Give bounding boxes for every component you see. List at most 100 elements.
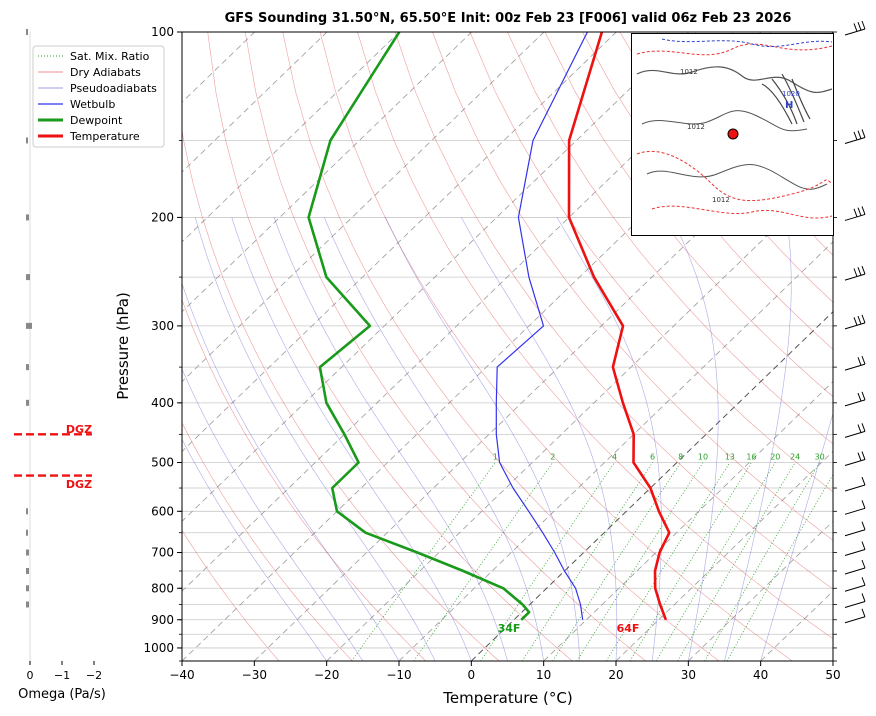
omega-tick-label-2: −2 xyxy=(86,669,102,682)
wind-barb-feather xyxy=(861,476,866,486)
wind-barb xyxy=(844,423,866,438)
omega-axis-label: Omega (Pa/s) xyxy=(18,687,106,702)
x-tick-label: −30 xyxy=(242,668,267,682)
isotherm-line xyxy=(470,311,833,661)
wind-barb xyxy=(844,608,866,624)
isotherm-line xyxy=(182,32,689,522)
mixing-ratio-label: 6 xyxy=(650,453,655,462)
legend-label-temperature: Temperature xyxy=(69,130,140,143)
x-tick-label: 10 xyxy=(536,668,551,682)
isotherm-line xyxy=(182,32,328,173)
pseudoadiabat-line xyxy=(461,217,618,661)
isotherm-line xyxy=(615,450,833,661)
y-tick-label: 200 xyxy=(151,210,174,224)
mixing-ratio-label: 16 xyxy=(746,453,756,462)
omega-bar xyxy=(26,399,29,406)
map-coastline xyxy=(636,66,833,94)
wind-barb-feather xyxy=(861,593,866,602)
wind-barb-feather xyxy=(857,22,862,31)
legend-label-pseudoadiabats: Pseudoadiabats xyxy=(70,82,157,95)
omega-bar xyxy=(26,567,29,574)
isotherm-line xyxy=(182,32,400,243)
isotherm-line xyxy=(688,520,833,661)
wind-barb-feather xyxy=(861,423,866,432)
wind-barb-feather xyxy=(861,451,866,460)
wind-barb-staff xyxy=(844,529,866,537)
isotherm-line xyxy=(543,381,833,661)
wind-barb xyxy=(844,20,866,36)
wind-barb-feather xyxy=(857,267,862,276)
wind-barb xyxy=(844,129,866,144)
y-tick-label: 300 xyxy=(151,319,174,333)
wind-barb-feather xyxy=(853,131,858,141)
wind-barb-feather xyxy=(853,23,858,32)
mixing-ratio-label: 1 xyxy=(493,453,498,462)
dry-adiabat-line xyxy=(357,32,833,639)
wind-barb xyxy=(844,391,866,407)
wind-barb-staff xyxy=(844,28,866,36)
wind-barb-feather xyxy=(857,207,862,216)
map-border-2 xyxy=(646,164,828,190)
wind-barb-staff xyxy=(844,430,866,438)
surface-dewpoint-label: 34F xyxy=(498,622,521,635)
dry-adiabat-line xyxy=(619,32,833,303)
wind-barb-feather xyxy=(857,130,862,139)
series-line-dewpoint xyxy=(307,32,531,621)
chart-title: GFS Sounding 31.50°N, 65.50°E Init: 00z … xyxy=(225,11,792,26)
wind-barb xyxy=(844,314,866,330)
axes: −40 −30 −20 −10 0 10 20 30 40 5010020030040050060… xyxy=(143,25,840,682)
map-high-pressure-label: 1020 xyxy=(782,90,800,98)
wind-barb-feather xyxy=(857,315,862,325)
x-tick-label: −20 xyxy=(314,668,339,682)
mixing-ratio-label: 4 xyxy=(612,453,617,462)
y-tick-label: 700 xyxy=(151,546,174,560)
y-tick-label: 100 xyxy=(151,25,174,39)
pseudoadiabat-line xyxy=(231,217,472,661)
wind-barb-feather xyxy=(853,208,858,217)
sounding-location-marker xyxy=(727,128,739,140)
wind-barb xyxy=(844,265,866,281)
pseudoadiabat-line xyxy=(671,217,719,661)
wind-barb xyxy=(844,451,866,467)
omega-bar xyxy=(26,364,29,371)
dry-adiabat-line xyxy=(432,32,833,541)
mixing-ratio-label: 2 xyxy=(550,453,555,462)
map-isobar-label-1: 1012 xyxy=(687,123,705,131)
map-isobar-label-2: 1012 xyxy=(680,68,698,76)
wind-barb-feather xyxy=(861,129,866,138)
wind-barb-feather xyxy=(861,20,866,30)
wind-barb-feather xyxy=(853,268,858,277)
omega-bar xyxy=(26,508,28,515)
surface-temperature-label: 64F xyxy=(617,622,640,635)
legend-label-sat-mix-ratio: Sat. Mix. Ratio xyxy=(70,50,150,63)
wind-barb-staff xyxy=(844,136,866,144)
legend-label-wetbulb: Wetbulb xyxy=(70,98,115,111)
map-border xyxy=(641,110,808,132)
x-tick-label: −10 xyxy=(386,668,411,682)
wind-barb-staff xyxy=(844,399,866,407)
wind-barb xyxy=(844,559,866,575)
dry-adiabat-line xyxy=(469,32,833,493)
isotherm-line xyxy=(182,32,545,383)
wind-barb-feather xyxy=(861,541,866,550)
dry-adiabat-line xyxy=(182,422,353,661)
y-tick-label: 1000 xyxy=(143,641,174,655)
wind-barb-feather xyxy=(853,317,858,326)
omega-panel xyxy=(14,29,95,665)
wind-barb-staff xyxy=(844,322,866,330)
isotherm-line xyxy=(182,32,472,313)
dgz-label-bottom: DGZ xyxy=(66,478,92,491)
omega-tick-label-0: 0 xyxy=(27,669,34,682)
wind-barb-feather xyxy=(861,314,866,324)
mixing-ratio-label: 36 xyxy=(835,453,845,462)
y-tick-label: 400 xyxy=(151,396,174,410)
pseudoadiabat-line xyxy=(182,438,327,661)
mixing-ratio-label: 20 xyxy=(770,453,780,462)
pseudoadiabat-line xyxy=(556,217,662,661)
legend-item-sat-mix-ratio: Sat. Mix. Ratio xyxy=(38,50,150,63)
omega-bar xyxy=(26,585,29,592)
legend-item-temperature: Temperature xyxy=(38,130,140,143)
dry-adiabat-line xyxy=(319,32,793,661)
wind-barb-staff xyxy=(844,459,866,467)
x-tick-label: −40 xyxy=(169,668,194,682)
